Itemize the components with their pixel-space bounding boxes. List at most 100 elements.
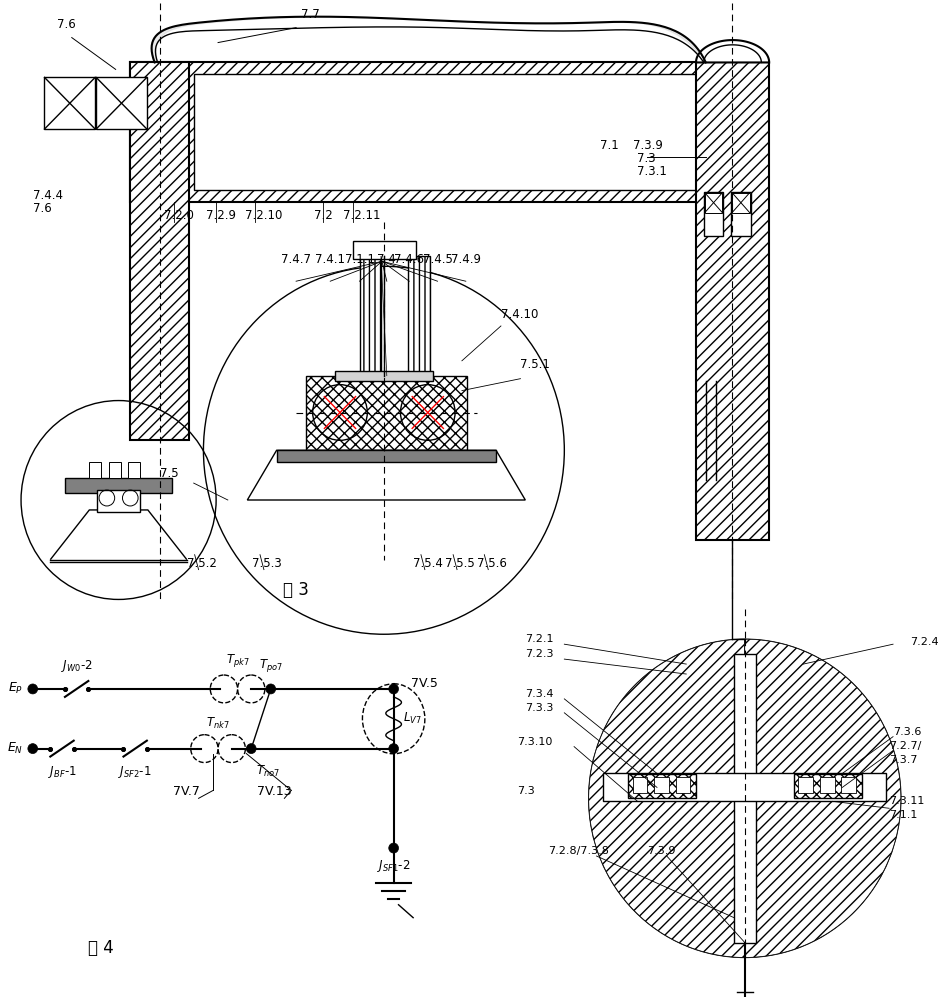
Text: 7.4.5: 7.4.5 — [422, 253, 452, 266]
Text: 7.5.4: 7.5.4 — [413, 557, 443, 570]
Text: 7.4.9: 7.4.9 — [450, 253, 480, 266]
Text: 7.3.11: 7.3.11 — [888, 796, 923, 806]
Circle shape — [27, 744, 38, 754]
Text: 7.3.6: 7.3.6 — [892, 727, 920, 737]
Text: $T_{po7}$: $T_{po7}$ — [259, 657, 282, 674]
Text: $E_N$: $E_N$ — [7, 741, 23, 756]
Polygon shape — [130, 62, 724, 202]
Text: $E_P$: $E_P$ — [8, 681, 23, 696]
Text: 7V.13: 7V.13 — [257, 785, 292, 798]
Text: $J_{SF2}$-1: $J_{SF2}$-1 — [118, 764, 152, 780]
Text: 7.5.1: 7.5.1 — [520, 358, 549, 371]
Polygon shape — [733, 654, 754, 943]
Polygon shape — [44, 77, 95, 129]
Polygon shape — [277, 450, 496, 462]
Circle shape — [246, 744, 256, 754]
Polygon shape — [602, 773, 885, 801]
Text: $J_{SF1}$-2: $J_{SF1}$-2 — [377, 858, 410, 874]
Polygon shape — [732, 193, 749, 213]
Circle shape — [388, 843, 398, 853]
Polygon shape — [793, 774, 861, 798]
Polygon shape — [130, 62, 189, 440]
Text: 7.3.7: 7.3.7 — [888, 755, 917, 765]
Circle shape — [388, 744, 398, 754]
Polygon shape — [731, 192, 750, 236]
Text: 7.2: 7.2 — [313, 209, 332, 222]
Text: $J_{W0}$-2: $J_{W0}$-2 — [60, 658, 93, 674]
Circle shape — [27, 684, 38, 694]
Text: 7.5.6: 7.5.6 — [476, 557, 506, 570]
Text: 图 3: 图 3 — [283, 581, 309, 599]
Text: 7.5.3: 7.5.3 — [252, 557, 281, 570]
Polygon shape — [408, 256, 430, 376]
Text: 7.3.9: 7.3.9 — [632, 139, 662, 152]
Text: $T_{no7}$: $T_{no7}$ — [256, 764, 279, 779]
Polygon shape — [335, 371, 432, 381]
Polygon shape — [653, 777, 668, 793]
Polygon shape — [819, 777, 834, 793]
Circle shape — [265, 684, 276, 694]
Text: 7.3: 7.3 — [517, 786, 534, 796]
Text: 7.2.11: 7.2.11 — [343, 209, 380, 222]
Text: 7.4.4: 7.4.4 — [33, 189, 62, 202]
Polygon shape — [675, 777, 689, 793]
Text: 7.3.1: 7.3.1 — [637, 165, 666, 178]
Text: 7.2.4: 7.2.4 — [910, 637, 938, 647]
Polygon shape — [798, 777, 812, 793]
Text: 7.5.5: 7.5.5 — [445, 557, 475, 570]
Polygon shape — [247, 450, 525, 500]
Polygon shape — [696, 40, 768, 62]
Text: 7.4.10: 7.4.10 — [500, 308, 538, 321]
Polygon shape — [840, 777, 855, 793]
Text: 7.2.0: 7.2.0 — [164, 209, 194, 222]
Polygon shape — [109, 462, 121, 478]
Text: 7V.7: 7V.7 — [174, 785, 200, 798]
Text: 7.4.6: 7.4.6 — [394, 253, 424, 266]
Text: 7.3.10: 7.3.10 — [517, 737, 552, 747]
Text: 7.5.2: 7.5.2 — [187, 557, 216, 570]
Polygon shape — [627, 774, 696, 798]
Text: 7.2.3: 7.2.3 — [525, 649, 553, 659]
Polygon shape — [128, 462, 140, 478]
Polygon shape — [90, 462, 101, 478]
Polygon shape — [696, 62, 768, 540]
Text: $L_{V7}$: $L_{V7}$ — [403, 711, 422, 726]
Polygon shape — [97, 490, 140, 512]
Text: 7.7: 7.7 — [300, 8, 319, 21]
Text: 7.2.9: 7.2.9 — [206, 209, 236, 222]
Text: 7.4.1: 7.4.1 — [315, 253, 345, 266]
Text: 7.6: 7.6 — [57, 18, 76, 31]
Text: 7.2.10: 7.2.10 — [245, 209, 282, 222]
Polygon shape — [194, 74, 710, 190]
Polygon shape — [632, 777, 647, 793]
Text: 7.6: 7.6 — [33, 202, 51, 215]
Polygon shape — [306, 376, 466, 450]
Text: 7.1.1: 7.1.1 — [888, 810, 917, 820]
Text: 7.5: 7.5 — [160, 467, 178, 480]
Text: 图 4: 图 4 — [88, 939, 114, 957]
Text: 7.3.3: 7.3.3 — [525, 703, 553, 713]
Polygon shape — [359, 256, 380, 376]
Text: 7.4.7: 7.4.7 — [280, 253, 311, 266]
Text: 7.1: 7.1 — [599, 139, 618, 152]
Text: $T_{nk7}$: $T_{nk7}$ — [206, 716, 229, 731]
Circle shape — [388, 684, 398, 694]
Text: 7.3.4: 7.3.4 — [525, 689, 553, 699]
Text: 7.3: 7.3 — [637, 152, 655, 165]
Text: $J_{BF}$-1: $J_{BF}$-1 — [47, 764, 76, 780]
Polygon shape — [588, 639, 744, 957]
Text: 7.2.7/: 7.2.7/ — [888, 741, 920, 751]
Text: 7.2.1: 7.2.1 — [525, 634, 553, 644]
Polygon shape — [96, 77, 146, 129]
Polygon shape — [703, 192, 722, 236]
Polygon shape — [65, 478, 172, 493]
Text: 7.2.8/7.3.8: 7.2.8/7.3.8 — [548, 846, 608, 856]
Text: 7.4: 7.4 — [377, 253, 396, 266]
Text: 7V.5: 7V.5 — [411, 677, 438, 690]
Text: $T_{pk7}$: $T_{pk7}$ — [226, 652, 249, 669]
Polygon shape — [704, 193, 721, 213]
Polygon shape — [352, 241, 415, 259]
Text: 7.1.1: 7.1.1 — [345, 253, 374, 266]
Polygon shape — [744, 639, 900, 957]
Text: 7.3.9: 7.3.9 — [647, 846, 675, 856]
